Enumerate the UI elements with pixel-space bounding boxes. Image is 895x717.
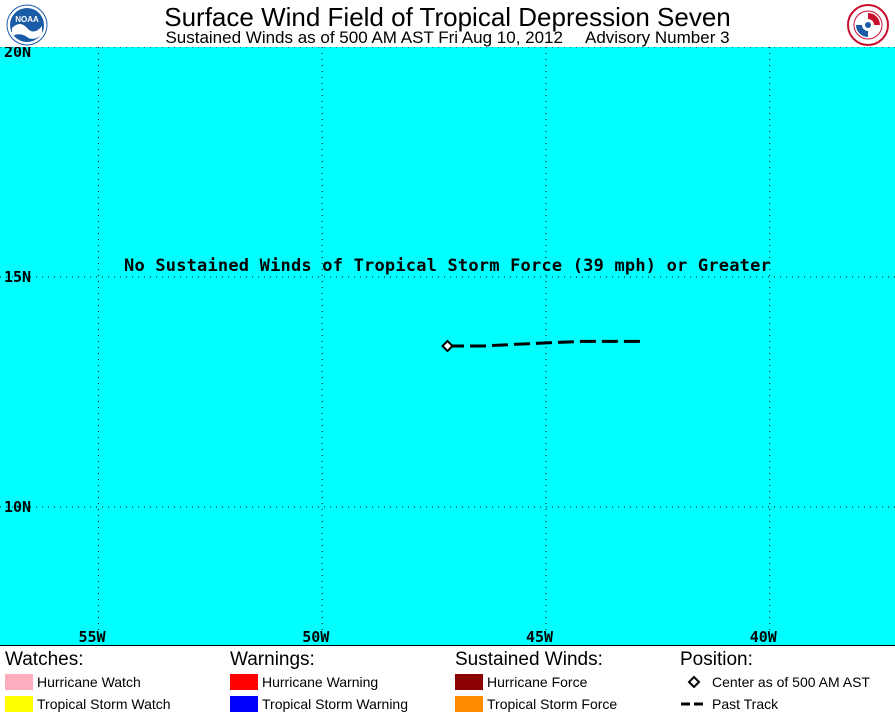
storm-center-marker bbox=[441, 339, 454, 353]
hurricane-watch-swatch bbox=[5, 674, 33, 690]
longitude-label: 40W bbox=[749, 628, 777, 645]
tropical-storm-watch-swatch bbox=[5, 696, 33, 712]
latitude-label: 15N bbox=[4, 268, 32, 286]
legend-label: Hurricane Warning bbox=[262, 674, 379, 690]
legend-item-past-track: Past Track bbox=[680, 693, 778, 715]
latitude-label: 10N bbox=[4, 498, 32, 516]
tropical-storm-force-swatch bbox=[455, 696, 483, 712]
legend-winds-heading: Sustained Winds: bbox=[455, 649, 603, 670]
legend-label: Tropical Storm Warning bbox=[262, 696, 409, 712]
subtitle-valid-time: Sustained Winds as of 500 AM AST Fri Aug… bbox=[165, 28, 563, 47]
longitude-label: 45W bbox=[525, 628, 554, 645]
legend-item-hurricane-watch: Hurricane Watch bbox=[5, 671, 141, 693]
legend-item-center: Center as of 500 AM AST bbox=[680, 671, 870, 693]
legend-label: Hurricane Force bbox=[487, 674, 588, 690]
wind-field-map[interactable]: No Sustained Winds of Tropical Storm For… bbox=[0, 47, 895, 645]
noaa-logo-text: NOAA bbox=[15, 15, 39, 24]
latitude-gridlines bbox=[0, 47, 895, 508]
tropical-storm-warning-swatch bbox=[230, 696, 258, 712]
hurricane-warning-swatch bbox=[230, 674, 258, 690]
legend-watches-heading: Watches: bbox=[5, 649, 84, 670]
longitude-label: 50W bbox=[302, 628, 330, 645]
subtitle-advisory: Advisory Number 3 bbox=[584, 28, 730, 47]
map-title: Surface Wind Field of Tropical Depressio… bbox=[164, 2, 731, 32]
past-track-line bbox=[447, 339, 640, 348]
legend-sustained-winds: Sustained Winds: Hurricane Force Tropica… bbox=[455, 649, 617, 715]
legend-label: Past Track bbox=[712, 696, 779, 712]
longitude-label: 55W bbox=[78, 628, 106, 645]
no-tropical-storm-winds-message: No Sustained Winds of Tropical Storm For… bbox=[124, 256, 771, 276]
legend-item-tropical-storm-force: Tropical Storm Force bbox=[455, 693, 617, 715]
legend-item-hurricane-force: Hurricane Force bbox=[455, 671, 603, 693]
latitude-label: 20N bbox=[4, 47, 32, 61]
legend-position: Position: Center as of 500 AM AST Past T… bbox=[680, 649, 870, 715]
map-canvas bbox=[0, 47, 895, 645]
legend-item-hurricane-warning: Hurricane Warning bbox=[230, 671, 378, 693]
legend-watches: Watches: Hurricane Watch Tropical Storm … bbox=[5, 649, 171, 715]
past-track-dash-icon bbox=[681, 702, 707, 706]
hurricane-force-swatch bbox=[455, 674, 483, 690]
legend-label: Tropical Storm Force bbox=[487, 696, 618, 712]
noaa-logo: NOAA bbox=[6, 4, 48, 46]
legend-item-tropical-storm-warning: Tropical Storm Warning bbox=[230, 693, 408, 715]
header: NOAA Surface Wind Field of Tropical Depr… bbox=[0, 0, 895, 47]
legend-label: Hurricane Watch bbox=[37, 674, 141, 690]
legend-warnings: Warnings: Hurricane Warning Tropical Sto… bbox=[230, 649, 408, 715]
legend-position-heading: Position: bbox=[680, 649, 753, 670]
legend-warnings-heading: Warnings: bbox=[230, 649, 315, 670]
nws-logo bbox=[847, 4, 889, 46]
legend-label: Center as of 500 AM AST bbox=[712, 674, 870, 690]
center-diamond-icon bbox=[687, 675, 701, 689]
legend-label: Tropical Storm Watch bbox=[37, 696, 171, 712]
legend: Watches: Hurricane Watch Tropical Storm … bbox=[0, 645, 895, 717]
longitude-gridlines bbox=[97, 47, 771, 645]
map-subtitle: Sustained Winds as of 500 AM AST Fri Aug… bbox=[0, 29, 895, 47]
legend-item-tropical-storm-watch: Tropical Storm Watch bbox=[5, 693, 171, 715]
